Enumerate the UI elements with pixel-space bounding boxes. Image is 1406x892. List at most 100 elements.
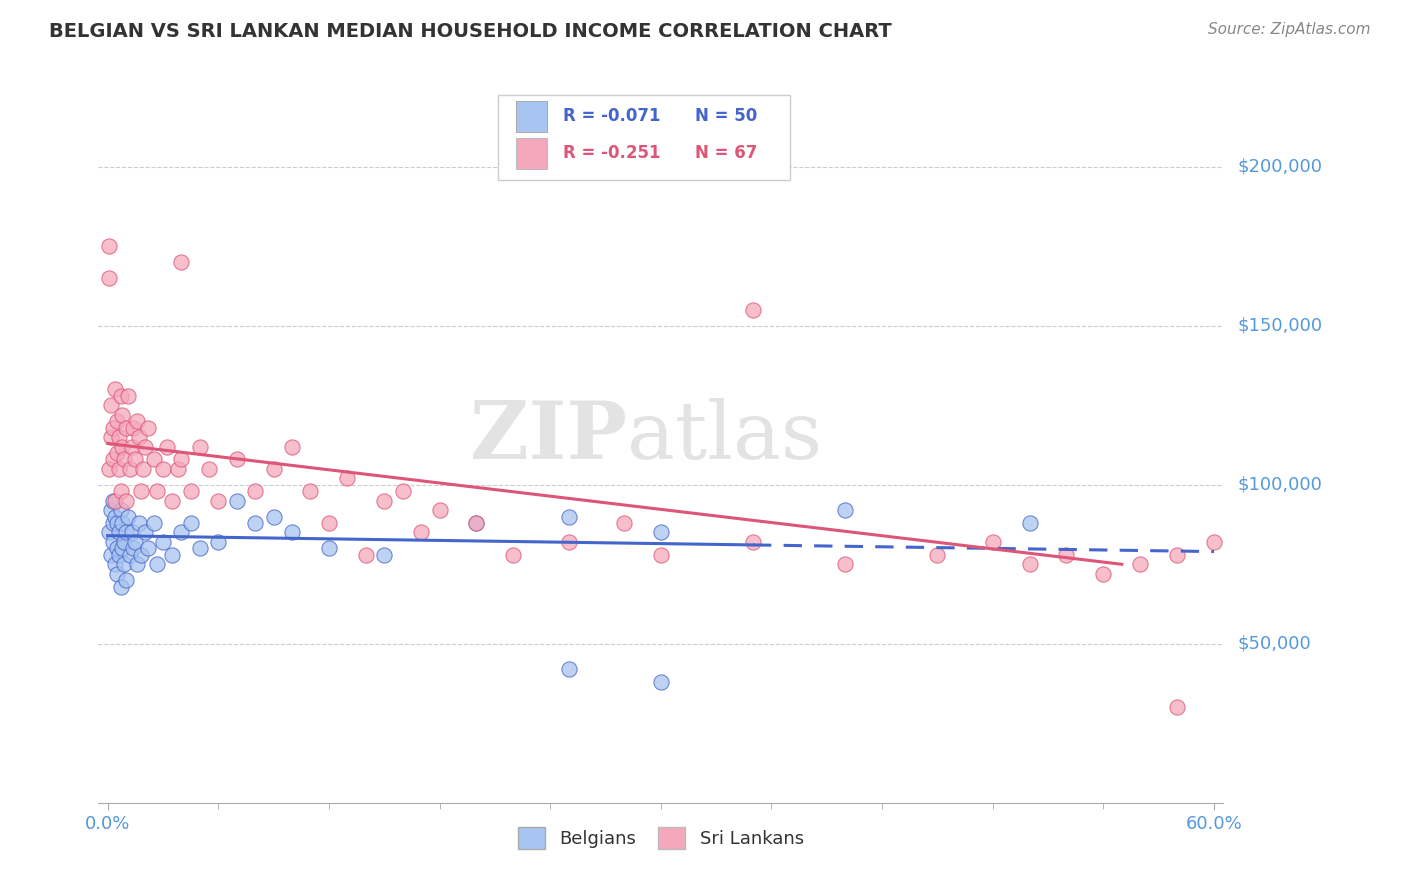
Point bbox=[115, 493, 138, 508]
Point bbox=[105, 541, 128, 556]
Point bbox=[188, 541, 211, 556]
Point bbox=[101, 420, 124, 434]
Point bbox=[1018, 558, 1040, 572]
Point bbox=[981, 535, 1004, 549]
Point bbox=[136, 541, 159, 556]
Point bbox=[927, 548, 949, 562]
Text: $200,000: $200,000 bbox=[1237, 158, 1323, 176]
Point bbox=[118, 462, 141, 476]
Point bbox=[129, 548, 152, 562]
Point bbox=[160, 548, 183, 562]
Point bbox=[100, 548, 122, 562]
Point bbox=[101, 516, 124, 530]
Point bbox=[465, 516, 488, 530]
Point bbox=[180, 516, 202, 530]
Point bbox=[107, 525, 129, 540]
Text: BELGIAN VS SRI LANKAN MEDIAN HOUSEHOLD INCOME CORRELATION CHART: BELGIAN VS SRI LANKAN MEDIAN HOUSEHOLD I… bbox=[49, 22, 891, 41]
Point bbox=[121, 525, 143, 540]
Point bbox=[613, 516, 636, 530]
Point bbox=[373, 493, 395, 508]
Point bbox=[112, 535, 135, 549]
Point bbox=[136, 420, 159, 434]
Point bbox=[117, 509, 139, 524]
Point bbox=[742, 302, 765, 317]
Point bbox=[115, 420, 138, 434]
Point bbox=[188, 440, 211, 454]
Point bbox=[281, 440, 304, 454]
Point bbox=[207, 535, 229, 549]
Point bbox=[115, 573, 138, 587]
Point bbox=[263, 462, 285, 476]
Point bbox=[128, 516, 150, 530]
Point bbox=[129, 484, 152, 499]
Point bbox=[318, 541, 340, 556]
Point bbox=[152, 462, 174, 476]
Point bbox=[131, 462, 153, 476]
Point bbox=[225, 452, 247, 467]
Point bbox=[373, 548, 395, 562]
Point bbox=[1018, 516, 1040, 530]
Point bbox=[117, 389, 139, 403]
Point bbox=[198, 462, 221, 476]
Text: atlas: atlas bbox=[627, 398, 823, 476]
Point bbox=[180, 484, 202, 499]
Point bbox=[650, 675, 672, 690]
Point bbox=[115, 525, 138, 540]
Point bbox=[112, 452, 135, 467]
Point bbox=[207, 493, 229, 508]
Point bbox=[118, 548, 141, 562]
Point bbox=[98, 239, 121, 253]
Point bbox=[101, 452, 124, 467]
Text: $100,000: $100,000 bbox=[1237, 475, 1323, 494]
Point bbox=[111, 408, 134, 422]
Point bbox=[557, 509, 579, 524]
Text: N = 50: N = 50 bbox=[695, 107, 756, 125]
Point bbox=[834, 558, 856, 572]
Point bbox=[650, 525, 672, 540]
Point bbox=[1202, 535, 1225, 549]
Point bbox=[110, 484, 132, 499]
Point bbox=[354, 548, 377, 562]
Point bbox=[170, 452, 193, 467]
Text: Source: ZipAtlas.com: Source: ZipAtlas.com bbox=[1208, 22, 1371, 37]
Point bbox=[146, 558, 169, 572]
Point bbox=[411, 525, 433, 540]
Point bbox=[160, 493, 183, 508]
Point bbox=[121, 440, 143, 454]
Text: N = 67: N = 67 bbox=[695, 144, 756, 161]
Point bbox=[170, 255, 193, 269]
Point bbox=[1166, 548, 1188, 562]
Text: $150,000: $150,000 bbox=[1237, 317, 1323, 334]
Point bbox=[105, 414, 128, 428]
Point bbox=[101, 493, 124, 508]
Point bbox=[111, 516, 134, 530]
Bar bbox=[516, 102, 547, 132]
Point bbox=[110, 580, 132, 594]
Point bbox=[104, 383, 127, 397]
Point bbox=[111, 440, 134, 454]
Point bbox=[142, 516, 165, 530]
Point bbox=[107, 548, 129, 562]
Point bbox=[127, 558, 149, 572]
Point bbox=[105, 446, 128, 460]
Point bbox=[281, 525, 304, 540]
Point bbox=[557, 662, 579, 676]
Point bbox=[122, 420, 145, 434]
Point bbox=[124, 535, 146, 549]
Text: $50,000: $50,000 bbox=[1237, 635, 1312, 653]
Point bbox=[465, 516, 488, 530]
Point bbox=[104, 558, 127, 572]
Point bbox=[650, 548, 672, 562]
Point bbox=[142, 452, 165, 467]
Point bbox=[742, 535, 765, 549]
Point bbox=[101, 535, 124, 549]
Bar bbox=[516, 138, 547, 169]
Point bbox=[104, 493, 127, 508]
Point bbox=[502, 548, 524, 562]
Point bbox=[225, 493, 247, 508]
Point bbox=[134, 440, 156, 454]
Point bbox=[156, 440, 179, 454]
Point bbox=[122, 541, 145, 556]
Point bbox=[391, 484, 413, 499]
Point bbox=[243, 516, 266, 530]
